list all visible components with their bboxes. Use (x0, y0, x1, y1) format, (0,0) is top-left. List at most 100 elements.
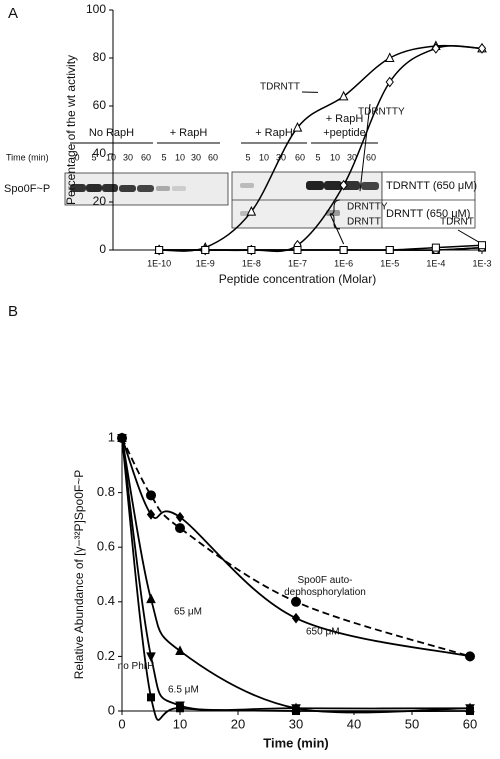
time-label: Time (min) (6, 152, 49, 162)
marker (291, 596, 301, 607)
x-axis-label: Peptide concentration (Molar) (219, 272, 376, 286)
x-axis-label: Time (min) (263, 735, 329, 750)
panel-label: B (8, 303, 18, 320)
series-label: TDRNTT (260, 82, 300, 93)
marker (384, 52, 395, 62)
marker (466, 707, 474, 715)
x-tick-label: 60 (463, 716, 477, 731)
y-tick-label: 80 (93, 50, 107, 64)
marker (338, 90, 349, 101)
lane-label: 60 (295, 152, 305, 162)
y-axis-label: Percentage of the wt activity (64, 55, 78, 205)
series-label: 6.5 μM (168, 685, 199, 696)
x-tick-label: 1E-4 (426, 258, 445, 268)
lane-label: 10 (330, 152, 340, 162)
lane-label: 10 (259, 152, 269, 162)
series-label: TDRNTTY (358, 107, 405, 118)
lane-label: 5 (245, 152, 250, 162)
marker (478, 241, 486, 250)
marker (146, 509, 156, 520)
annotation-arrow (457, 229, 480, 243)
marker (477, 43, 487, 54)
y-tick-label: 0 (108, 702, 115, 717)
marker (339, 179, 348, 191)
marker (247, 246, 256, 254)
marker (175, 511, 185, 523)
panel-label: A (8, 5, 18, 22)
series-label: Spo0F auto-dephosphorylation (284, 575, 366, 598)
marker (246, 205, 257, 216)
series-label: DRNTT (347, 217, 381, 228)
x-tick-label: 1E-7 (288, 258, 307, 268)
y-tick-label: 0.2 (97, 648, 115, 663)
series-label: 65 μM (174, 607, 202, 618)
y-tick-label: 0 (99, 242, 106, 256)
marker (291, 612, 301, 624)
row-label: Spo0F~P (4, 183, 50, 195)
x-tick-label: 1E-6 (334, 258, 353, 268)
x-tick-label: 10 (173, 716, 187, 731)
marker (293, 246, 302, 254)
x-tick-label: 1E-8 (242, 258, 261, 268)
marker (292, 707, 300, 715)
marker (385, 246, 394, 254)
lane-label: 30 (191, 152, 201, 162)
x-tick-label: 40 (347, 716, 361, 731)
marker (146, 652, 156, 663)
lane-label: 5 (161, 152, 166, 162)
lane-label: 5 (91, 152, 96, 162)
lane-label: 0 (74, 152, 79, 162)
lane-label: 60 (366, 152, 376, 162)
marker (385, 76, 394, 88)
x-tick-label: 1E-9 (196, 258, 215, 268)
marker (118, 434, 126, 442)
x-tick-label: 20 (231, 716, 245, 731)
marker (146, 490, 156, 501)
group-label: + RapH (170, 127, 208, 139)
gel-right (231, 171, 476, 229)
series-line (121, 437, 471, 658)
group-label: No RapH (89, 127, 134, 139)
gel-row-label: TDRNTT (650 μM) (386, 180, 477, 192)
x-tick-label: 50 (405, 716, 419, 731)
series-label: TDRNT (440, 217, 474, 228)
marker (465, 651, 475, 662)
series-line (159, 44, 483, 252)
series-label: no PhrH (117, 661, 155, 672)
lane-label: 60 (141, 152, 151, 162)
marker (431, 43, 441, 54)
lane-label: 30 (123, 152, 133, 162)
y-tick-label: 0.8 (97, 484, 115, 499)
lane-label: 60 (208, 152, 218, 162)
series-line (121, 437, 471, 658)
marker (292, 121, 303, 132)
marker (175, 523, 185, 534)
gel-left (64, 172, 229, 206)
marker (155, 246, 164, 254)
marker (175, 645, 185, 655)
series-line (121, 437, 471, 714)
gel-row-label: DRNTT (650 μM) (386, 208, 470, 220)
x-tick-label: 30 (289, 716, 303, 731)
group-label: + RapH (326, 113, 364, 125)
y-tick-label: 0.4 (97, 593, 115, 608)
lane-label: 10 (175, 152, 185, 162)
x-tick-label: 1E-5 (380, 258, 399, 268)
marker (201, 246, 210, 254)
x-tick-label: 0 (118, 716, 125, 731)
marker (176, 704, 184, 713)
y-axis-label: Relative Abundance of [γ−³²P]Spo0F~P (72, 470, 86, 679)
y-tick-label: 1 (108, 429, 115, 444)
lane-label: 30 (347, 152, 357, 162)
marker (431, 243, 440, 252)
annotation-arrow (329, 213, 345, 245)
series-label: 650 μM (306, 627, 340, 638)
marker (146, 593, 156, 604)
y-tick-label: 0.6 (97, 539, 115, 554)
lane-label: 10 (106, 152, 116, 162)
y-tick-label: 100 (86, 2, 106, 16)
y-tick-label: 60 (93, 98, 107, 112)
series-label: DRNTTY (347, 202, 388, 213)
